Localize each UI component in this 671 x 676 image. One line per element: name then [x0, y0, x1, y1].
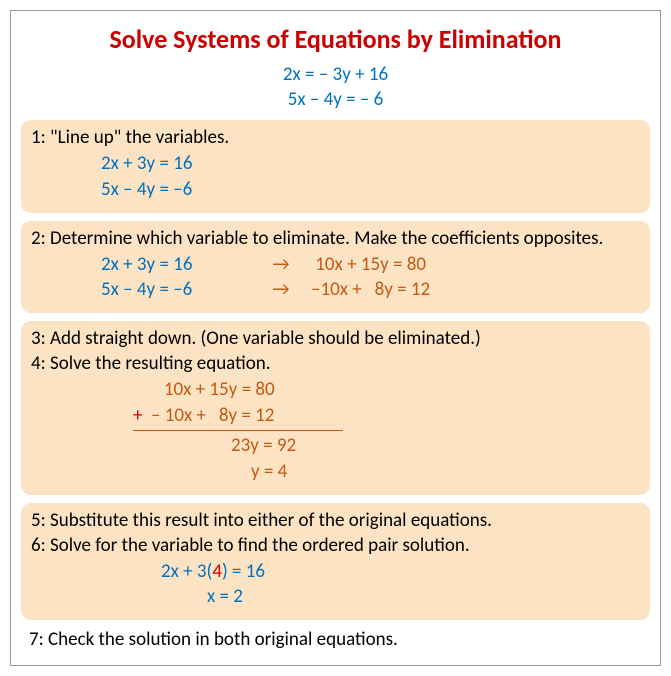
step2-left1: 2x + 3y = 16	[101, 252, 251, 278]
step2-right1: 10x + 15y = 80	[311, 252, 426, 278]
step2-box: 2: Determine which variable to eliminate…	[21, 221, 650, 313]
step4-label: 4: Solve the resulting equation.	[31, 352, 640, 375]
given-eq2: 5x – 4y = – 6	[21, 88, 650, 113]
step1-eq2: 5x – 4y = –6	[101, 177, 640, 203]
sum-divider	[133, 430, 343, 431]
step5-result: x = 2	[161, 584, 640, 610]
step2-row1: 2x + 3y = 16 → 10x + 15y = 80	[101, 252, 640, 278]
step3-math: 10x + 15y = 80 +– 10x + 8y = 12 23y = 92…	[31, 377, 640, 485]
step2-label: 2: Determine which variable to eliminate…	[31, 227, 640, 250]
step1-label: 1: "Line up" the variables.	[31, 126, 640, 149]
step1-eq1: 2x + 3y = 16	[101, 151, 640, 177]
step6-label: 6: Solve for the variable to find the or…	[31, 534, 640, 557]
step3-line2-eq: – 10x + 8y = 12	[151, 404, 274, 427]
step1-box: 1: "Line up" the variables. 2x + 3y = 16…	[21, 120, 650, 212]
step3-box: 3: Add straight down. (One variable shou…	[21, 321, 650, 495]
given-eq1: 2x = – 3y + 16	[21, 63, 650, 88]
step3-result: y = 4	[151, 459, 640, 485]
arrow-icon: →	[251, 277, 311, 303]
page-title: Solve Systems of Equations by Eliminatio…	[21, 23, 650, 55]
step5-box: 5: Substitute this result into either of…	[21, 503, 650, 620]
step2-left2: 5x – 4y = –6	[101, 277, 251, 303]
step3-sum: 23y = 92	[151, 433, 640, 459]
step5-substitution: 2x + 3(4) = 16	[161, 559, 640, 585]
step3-line1: 10x + 15y = 80	[151, 377, 640, 403]
step2-right2: –10x + 8y = 12	[311, 277, 430, 303]
sub-post: ) = 16	[222, 560, 265, 583]
given-equations: 2x = – 3y + 16 5x – 4y = – 6	[21, 63, 650, 112]
step2-equations: 2x + 3y = 16 → 10x + 15y = 80 5x – 4y = …	[31, 252, 640, 303]
worksheet-container: Solve Systems of Equations by Eliminatio…	[10, 10, 661, 666]
sub-pre: 2x + 3(	[161, 560, 212, 583]
step3-label: 3: Add straight down. (One variable shou…	[31, 327, 640, 350]
step5-label: 5: Substitute this result into either of…	[31, 509, 640, 532]
step3-line2: +– 10x + 8y = 12	[151, 403, 640, 429]
step1-equations: 2x + 3y = 16 5x – 4y = –6	[31, 151, 640, 202]
sub-val: 4	[212, 560, 222, 583]
step2-row2: 5x – 4y = –6 → –10x + 8y = 12	[101, 277, 640, 303]
step5-math: 2x + 3(4) = 16 x = 2	[31, 559, 640, 610]
step7-label: 7: Check the solution in both original e…	[29, 628, 650, 651]
arrow-icon: →	[251, 252, 311, 278]
plus-icon: +	[133, 403, 151, 429]
